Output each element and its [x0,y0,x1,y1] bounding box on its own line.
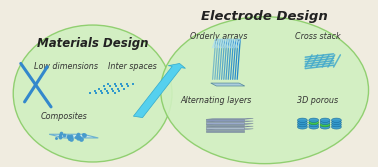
Polygon shape [49,134,98,138]
Circle shape [320,120,330,125]
Polygon shape [206,127,244,129]
Circle shape [332,125,341,129]
Circle shape [332,123,341,127]
Polygon shape [206,118,253,119]
Circle shape [309,125,319,129]
Text: Inter spaces: Inter spaces [108,62,156,71]
Circle shape [297,123,307,127]
Polygon shape [206,130,244,132]
Text: Alternating layers: Alternating layers [181,96,252,105]
Ellipse shape [161,17,369,164]
Circle shape [297,118,307,122]
Polygon shape [206,122,244,124]
Circle shape [297,120,307,125]
Text: Orderly arrays: Orderly arrays [190,32,247,41]
Text: Electrode Design: Electrode Design [201,10,328,23]
Ellipse shape [13,25,172,162]
Circle shape [309,123,319,127]
Polygon shape [206,129,253,130]
Polygon shape [211,83,245,86]
Circle shape [320,123,330,127]
Circle shape [297,125,307,129]
Circle shape [320,118,330,122]
Polygon shape [206,126,253,127]
Circle shape [332,118,341,122]
Circle shape [309,118,319,122]
Text: Low dimensions: Low dimensions [34,62,98,71]
Text: Composites: Composites [41,112,88,121]
Text: Materials Design: Materials Design [37,37,148,50]
Text: 3D porous: 3D porous [297,96,338,105]
Polygon shape [206,121,253,122]
Polygon shape [206,125,244,126]
Circle shape [320,125,330,129]
FancyArrow shape [133,63,186,118]
Circle shape [309,120,319,125]
Polygon shape [206,119,244,121]
Polygon shape [206,124,253,125]
Circle shape [332,120,341,125]
Text: Cross stack: Cross stack [295,32,340,41]
